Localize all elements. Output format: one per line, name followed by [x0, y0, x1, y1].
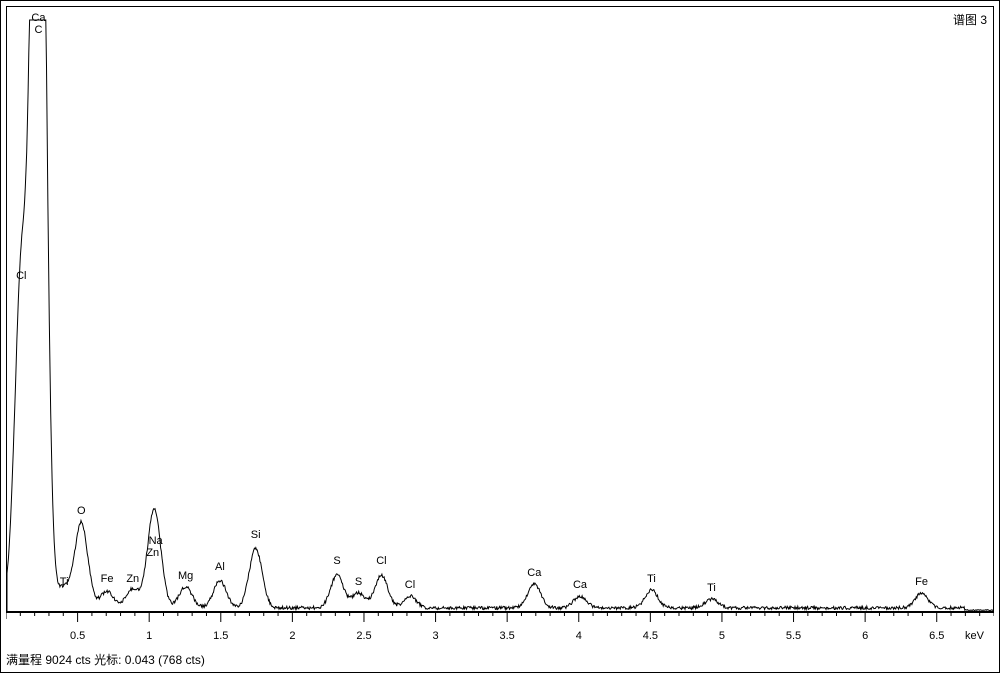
peak-label: Cl: [16, 270, 26, 282]
x-tick-label: 4.5: [643, 630, 658, 642]
peak-label: Zn: [126, 573, 139, 585]
spectrum-line: [7, 7, 993, 611]
x-tick-label: 3.5: [500, 630, 515, 642]
x-tick-label: 3: [433, 630, 439, 642]
x-tick-label: 5: [719, 630, 725, 642]
footer-status: 满量程 9024 cts 光标: 0.043 (768 cts): [6, 651, 205, 668]
x-tick-label: 2.5: [356, 630, 371, 642]
x-tick-label: 5.5: [786, 630, 801, 642]
spectrum-container: 谱图 3 ClCaCTiOFeZnNaZnMgAlSiSSClClCaCaTiT…: [0, 0, 1000, 673]
peak-label: Ti: [707, 582, 716, 594]
peak-label: S: [333, 555, 340, 567]
x-tick-label: 0.5: [70, 630, 85, 642]
peak-label: Zn: [146, 547, 159, 559]
cursor-label: 光标:: [94, 653, 121, 667]
peak-label: Ca: [573, 579, 587, 591]
peak-label: Al: [215, 561, 225, 573]
cursor-value: 0.043 (768 cts): [125, 653, 205, 667]
x-axis-unit: keV: [965, 630, 984, 642]
peak-label: Cl: [405, 579, 415, 591]
x-tick-label: 6.5: [929, 630, 944, 642]
x-tick-label: 4: [576, 630, 582, 642]
peak-label: C: [34, 24, 42, 36]
full-scale-label: 满量程: [6, 653, 42, 667]
peak-label: Si: [251, 529, 261, 541]
plot-area: 谱图 3 ClCaCTiOFeZnNaZnMgAlSiSSClClCaCaTiT…: [6, 6, 994, 612]
x-tick-label: 2: [289, 630, 295, 642]
peak-label: Ca: [31, 12, 45, 24]
x-tick-label: 6: [862, 630, 868, 642]
peak-label: Ca: [527, 567, 541, 579]
spectrum-title: 谱图 3: [953, 11, 987, 28]
peak-label: Na: [149, 535, 163, 547]
x-axis: 0.5 1 1.5 2 2.5 3 3.5 4 4.5 5 5.5 6 6.5 keV: [6, 612, 994, 650]
x-tick-label: 1.5: [213, 630, 228, 642]
peak-label: Fe: [101, 573, 114, 585]
peak-label: S: [355, 576, 362, 588]
peak-label: Cl: [376, 555, 386, 567]
peak-label: Ti: [647, 573, 656, 585]
peak-label: Fe: [915, 576, 928, 588]
full-scale-value: 9024 cts: [45, 653, 90, 667]
x-tick-label: 1: [146, 630, 152, 642]
peak-label: O: [77, 505, 86, 517]
peak-label: Mg: [178, 570, 193, 582]
peak-label: Ti: [60, 576, 69, 588]
